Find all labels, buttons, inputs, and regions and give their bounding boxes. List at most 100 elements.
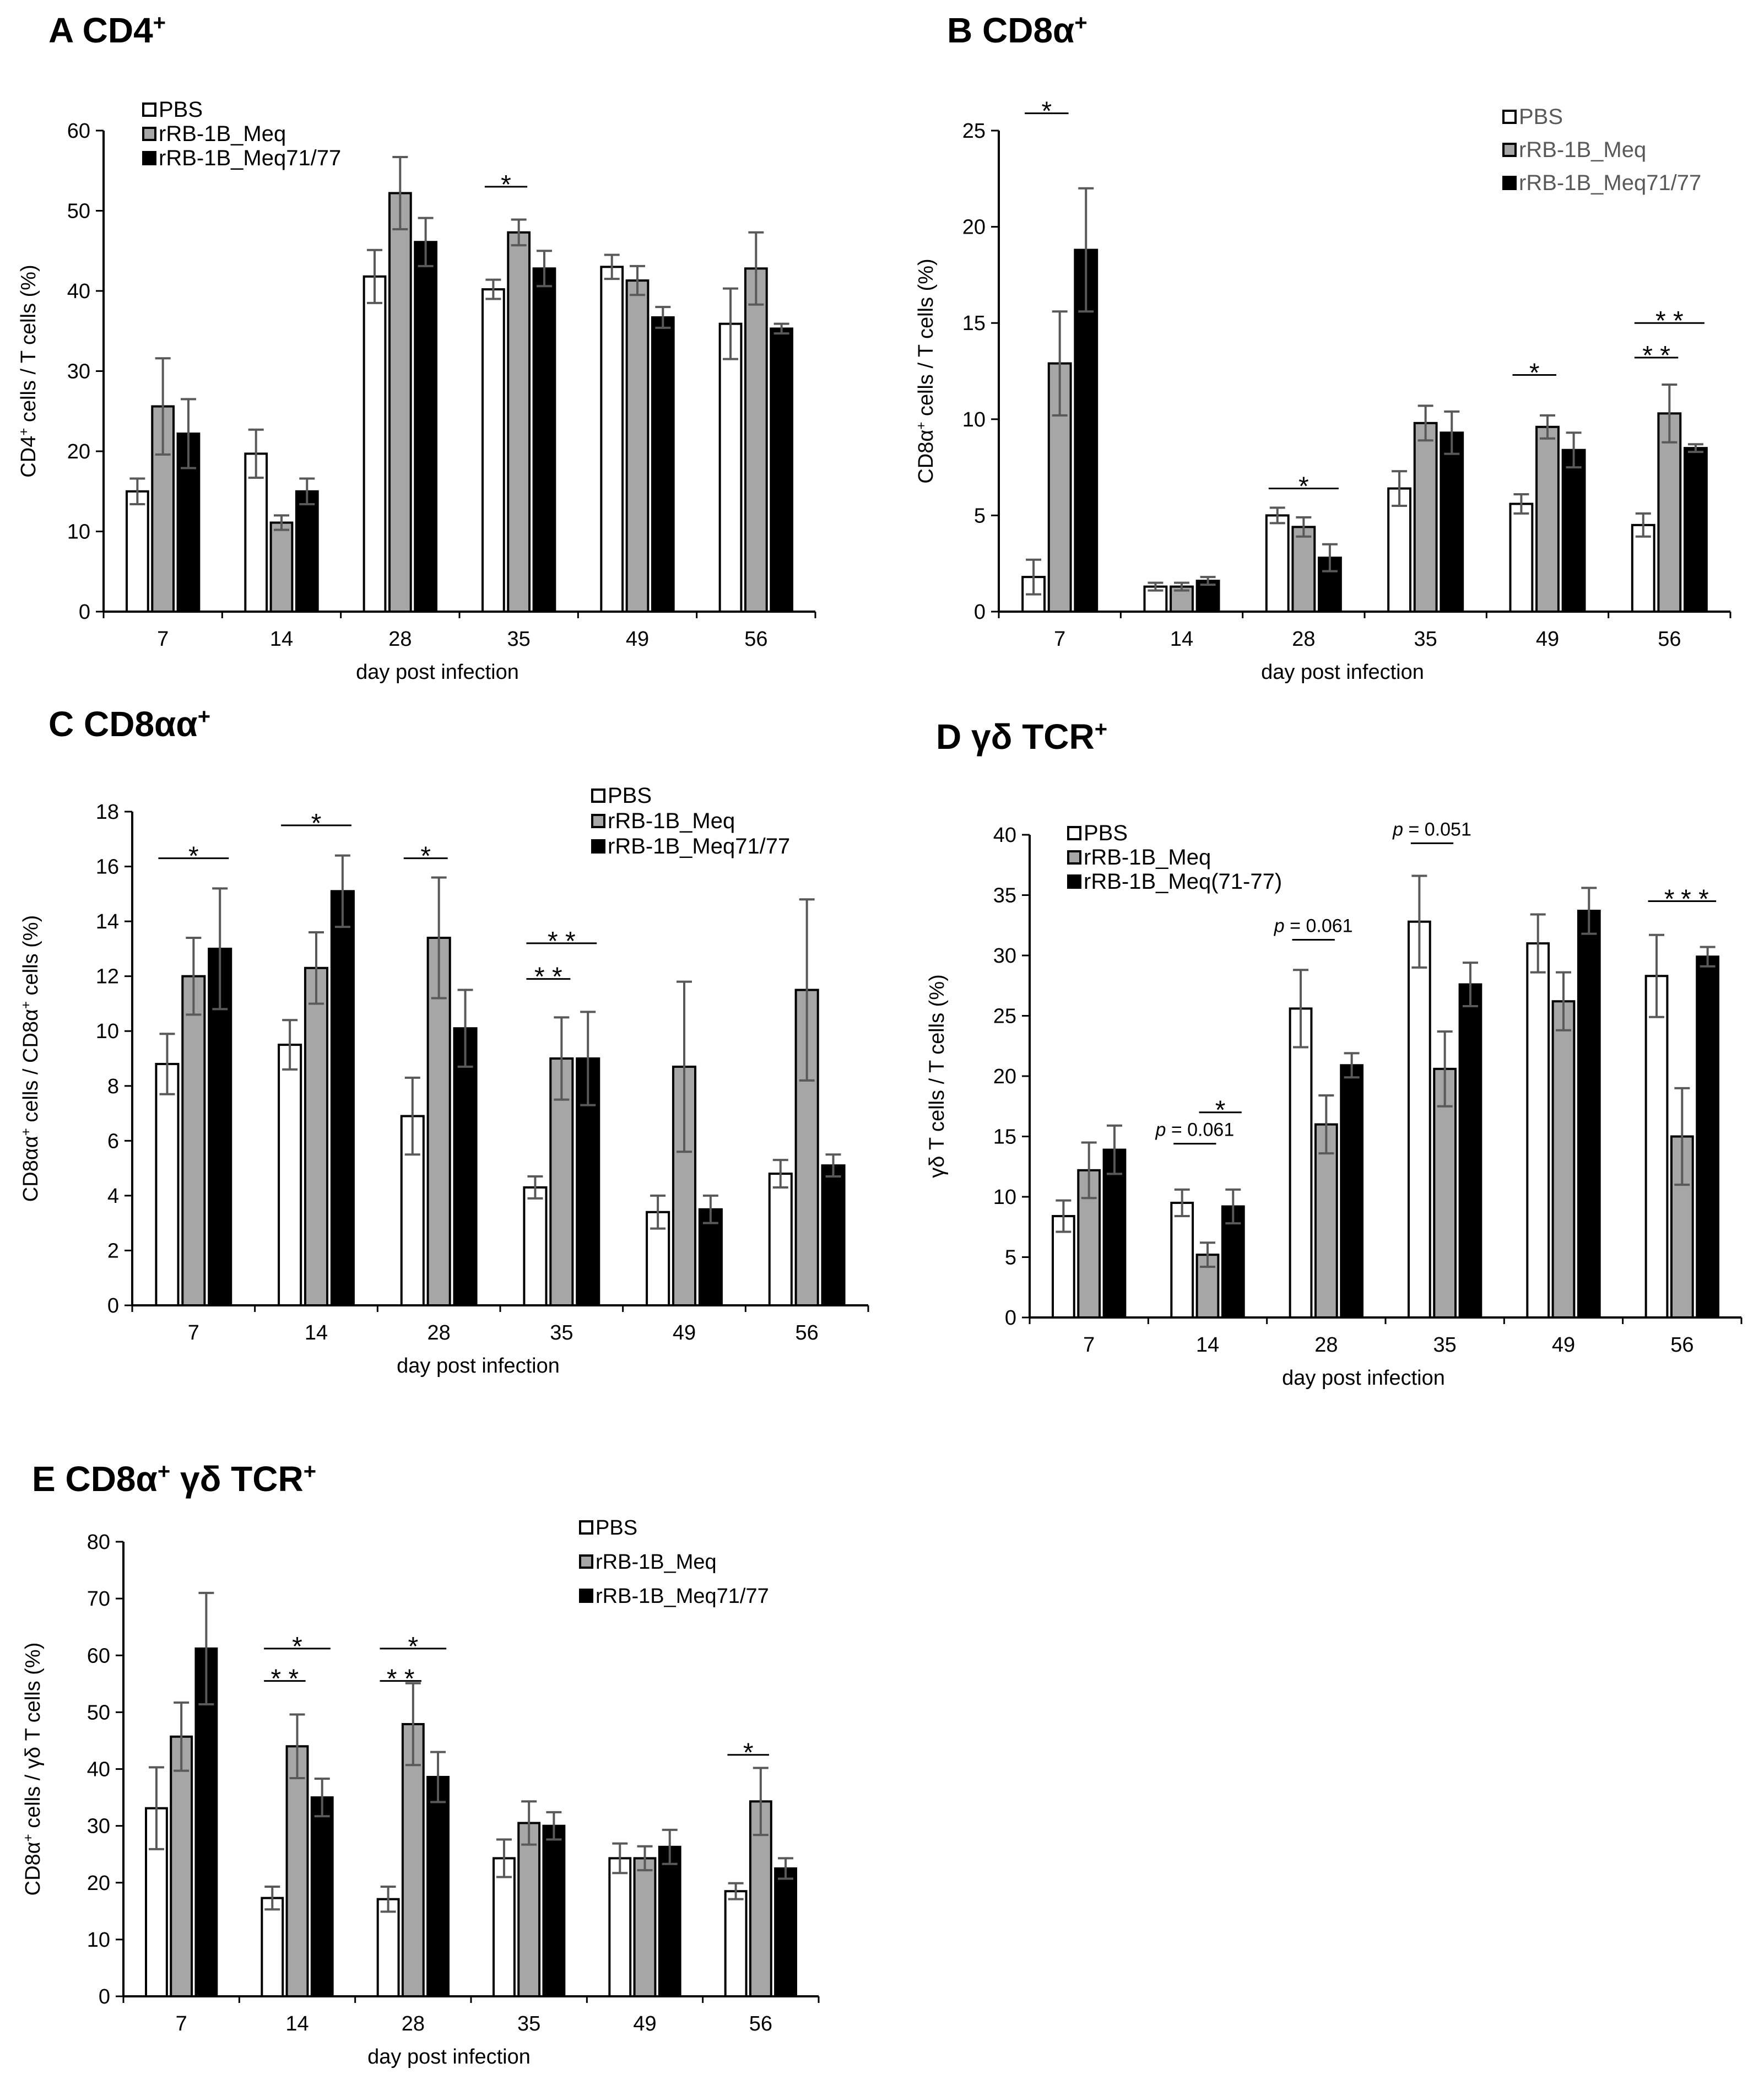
bar-rRB-1B_Meq-35 <box>1433 1067 1457 1319</box>
legend-label: PBS <box>159 98 203 122</box>
y-tick-label: 15 <box>993 1126 1016 1149</box>
significance-label: * <box>1215 1096 1226 1125</box>
significance-label: * <box>743 1738 754 1768</box>
bar-rRB-1B_Meq-35 <box>1413 422 1438 613</box>
x-tick-label: 49 <box>626 628 649 651</box>
x-tick-label: 56 <box>744 628 767 651</box>
bar-PBS-28 <box>376 1898 400 1997</box>
significance-label: p = 0.051 <box>1392 819 1471 840</box>
bar-rRB-1B_Meq71/77-49 <box>1561 449 1586 613</box>
y-tick-label: 25 <box>993 1005 1016 1028</box>
y-tick-label: 20 <box>67 440 90 463</box>
bar-PBS-28 <box>1265 514 1290 613</box>
y-tick-label: 10 <box>87 1929 110 1952</box>
significance-label: * <box>1042 97 1052 126</box>
y-tick-label: 2 <box>107 1239 119 1262</box>
legend-label: PBS <box>608 784 652 808</box>
x-tick-label: 56 <box>1670 1333 1693 1357</box>
significance-label: p = 0.061 <box>1155 1120 1234 1141</box>
y-tick-label: 0 <box>99 1985 110 2008</box>
y-tick-label: 5 <box>974 504 986 527</box>
significance-label: * * <box>1681 884 1709 914</box>
bar-rRB-1B_Meq-14 <box>269 521 294 613</box>
significance-label: * <box>1298 472 1309 501</box>
y-tick-label: 10 <box>993 1186 1016 1209</box>
significance-label: * * <box>271 1665 299 1694</box>
x-tick-label: 35 <box>1433 1333 1457 1357</box>
legend-swatch <box>579 1520 593 1535</box>
bar-PBS-49 <box>1509 503 1534 613</box>
legend-swatch <box>1502 110 1517 124</box>
y-tick-label: 40 <box>993 824 1016 847</box>
significance-label: * * <box>1642 341 1670 370</box>
bar-rRB-1B_Meq71/77-56 <box>821 1164 846 1307</box>
bar-rRB-1B_Meq(71-77)-35 <box>1458 983 1482 1319</box>
bar-rRB-1B_Meq71/77-35 <box>532 267 556 613</box>
x-tick-label: 7 <box>1054 628 1065 651</box>
y-axis-label: CD8α+ cells / T cells (%) <box>914 258 938 483</box>
x-tick-label: 56 <box>749 2012 772 2035</box>
significance-label: * <box>408 1632 418 1661</box>
y-tick-label: 12 <box>96 965 119 989</box>
panel-a: A CD4+ 0 10 20 30 40 50 60 7 14 28 35 49 56 day post … <box>0 0 882 697</box>
y-tick-label: 16 <box>96 856 119 879</box>
bar-PBS-7 <box>155 1062 180 1306</box>
legend-swatch <box>579 1554 593 1569</box>
y-tick-label: 20 <box>993 1065 1016 1088</box>
bar-rRB-1B_Meq-49 <box>625 279 650 613</box>
bar-PBS-56 <box>718 322 743 613</box>
y-tick-label: 50 <box>67 200 90 223</box>
bar-rRB-1B_Meq71/77-28 <box>426 1775 450 1997</box>
y-tick-label: 60 <box>67 120 90 143</box>
y-tick-label: 6 <box>107 1130 119 1153</box>
y-tick-label: 35 <box>993 884 1016 908</box>
x-tick-label: 7 <box>1083 1333 1095 1357</box>
bar-rRB-1B_Meq71/77-35 <box>1440 431 1464 613</box>
y-tick-label: 20 <box>87 1872 110 1895</box>
y-tick-label: 0 <box>107 1294 119 1317</box>
legend-label: rRB-1B_Meq(71-77) <box>1084 870 1282 894</box>
y-tick-label: 10 <box>96 1020 119 1043</box>
legend-swatch <box>591 839 605 854</box>
legend-label: rRB-1B_Meq71/77 <box>1519 171 1701 195</box>
x-tick-label: 56 <box>796 1321 819 1344</box>
bar-rRB-1B_Meq71/77-49 <box>658 1845 681 1997</box>
bar-rRB-1B_Meq71/77-14 <box>330 890 355 1307</box>
bar-PBS-49 <box>608 1857 632 1997</box>
bar-PBS-14 <box>278 1044 302 1306</box>
bar-rRB-1B_Meq-49 <box>1535 425 1560 613</box>
legend-swatch <box>1067 826 1081 840</box>
chart-c: 0 2 4 6 8 10 12 14 16 18 7 14 28 35 49 56 day post infec… <box>19 784 869 1378</box>
x-tick-label: 14 <box>1196 1333 1219 1357</box>
x-tick-label: 14 <box>270 628 293 651</box>
y-tick-label: 18 <box>96 801 119 824</box>
x-tick-label: 35 <box>507 628 531 651</box>
bar-PBS-14 <box>261 1897 284 1997</box>
bar-rRB-1B_Meq71/77-14 <box>295 490 319 613</box>
significance-label: p = 0.061 <box>1274 916 1353 937</box>
x-tick-label: 28 <box>388 628 412 651</box>
legend-swatch <box>591 789 605 803</box>
x-tick-label: 28 <box>428 1321 451 1344</box>
x-tick-label: 28 <box>402 2012 425 2035</box>
legend-swatch <box>1067 850 1081 865</box>
bar-rRB-1B_Meq-14 <box>304 966 329 1306</box>
bar-PBS-28 <box>1289 1007 1313 1319</box>
x-axis-label: day post infection <box>1282 1367 1445 1390</box>
legend-label: rRB-1B_Meq71/77 <box>596 1585 769 1608</box>
bar-rRB-1B_Meq-28 <box>1291 526 1316 613</box>
bar-rRB-1B_Meq-56 <box>744 267 768 613</box>
bar-rRB-1B_Meq-7 <box>170 1735 193 1997</box>
significance-label: * <box>188 842 199 871</box>
y-tick-label: 80 <box>87 1531 110 1554</box>
x-tick-label: 49 <box>633 2012 656 2035</box>
x-tick-label: 35 <box>550 1321 573 1344</box>
panel-c: C CD8αα+ 0 2 4 6 8 10 12 14 16 18 7 14 28 35 49 56 day p… <box>0 697 882 1413</box>
panel-title: C CD8αα+ <box>48 704 211 744</box>
legend-swatch <box>142 151 156 165</box>
y-tick-label: 25 <box>962 120 986 143</box>
chart-a: 0 10 20 30 40 50 60 7 14 28 35 49 56 day post infecti… <box>17 98 816 684</box>
legend-label: PBS <box>596 1516 637 1540</box>
bar-rRB-1B_Meq(71-77)-49 <box>1577 909 1601 1319</box>
bar-PBS-56 <box>1644 975 1669 1319</box>
